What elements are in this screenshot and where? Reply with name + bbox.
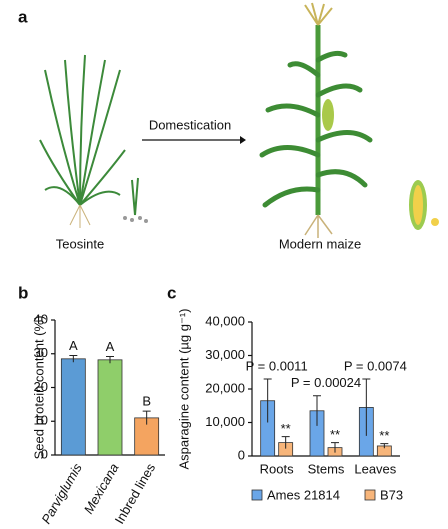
x-tick-label: Stems: [308, 461, 345, 476]
legend-label: Ames 21814: [267, 487, 340, 502]
value-label: A: [69, 338, 78, 353]
error-bar: [331, 442, 339, 453]
error-bar: [106, 355, 114, 364]
value-label: **: [330, 427, 340, 442]
p-value: P = 0.0011: [246, 358, 308, 373]
error-bar: [142, 410, 151, 425]
error-bar: [281, 436, 290, 449]
right-label: Modern maize: [279, 236, 361, 251]
value-label: A: [106, 339, 115, 354]
legend-label: B73: [380, 487, 403, 502]
legend-swatch: [364, 489, 376, 501]
x-tick-label: Leaves: [354, 461, 396, 476]
x-tick-label: Roots: [260, 461, 294, 476]
teosinte-drawing: [39, 54, 139, 216]
arrow-head: [240, 136, 246, 144]
y-tick-label: 30: [34, 345, 48, 360]
panel-label: b: [18, 283, 28, 302]
error-bar: [313, 395, 321, 426]
y-tick-label: 20,000: [205, 380, 245, 395]
bar: [60, 358, 86, 456]
x-tick-label: Mexicana: [81, 461, 122, 517]
y-tick-label: 20: [34, 379, 48, 394]
legend-swatch: [251, 489, 263, 501]
y-tick-label: 30,000: [205, 347, 245, 362]
arrow-label: Domestication: [149, 117, 231, 132]
y-tick-label: 40: [34, 311, 48, 326]
y-tick-label: 10: [34, 413, 48, 428]
error-bar: [69, 354, 78, 363]
maize-drawing: [259, 2, 439, 238]
value-label: **: [281, 421, 291, 436]
illustration: a Teosinte Domestication: [18, 2, 439, 251]
value-label: **: [379, 428, 389, 443]
seeds: [123, 216, 148, 223]
value-label: B: [142, 394, 151, 409]
error-bar: [263, 378, 272, 423]
p-value: P = 0.0074: [344, 358, 407, 373]
y-axis-label: Asparagine content (µg g⁻¹): [176, 308, 191, 469]
error-bar: [380, 443, 389, 449]
x-tick-label: Parviglumis: [38, 460, 85, 526]
left-label: Teosinte: [56, 236, 104, 251]
y-tick-label: 40,000: [205, 313, 245, 328]
bar: [97, 359, 123, 456]
error-bar: [362, 378, 371, 436]
panel-label: c: [167, 283, 176, 302]
y-axis-label: Seed protein content (%): [31, 316, 46, 460]
y-tick-label: 0: [41, 446, 48, 461]
panel-label: a: [18, 7, 28, 26]
teosinte-roots: [69, 204, 91, 228]
y-tick-label: 10,000: [205, 414, 245, 429]
y-tick-label: 0: [238, 447, 245, 462]
p-value: P = 0.00024: [291, 375, 361, 390]
